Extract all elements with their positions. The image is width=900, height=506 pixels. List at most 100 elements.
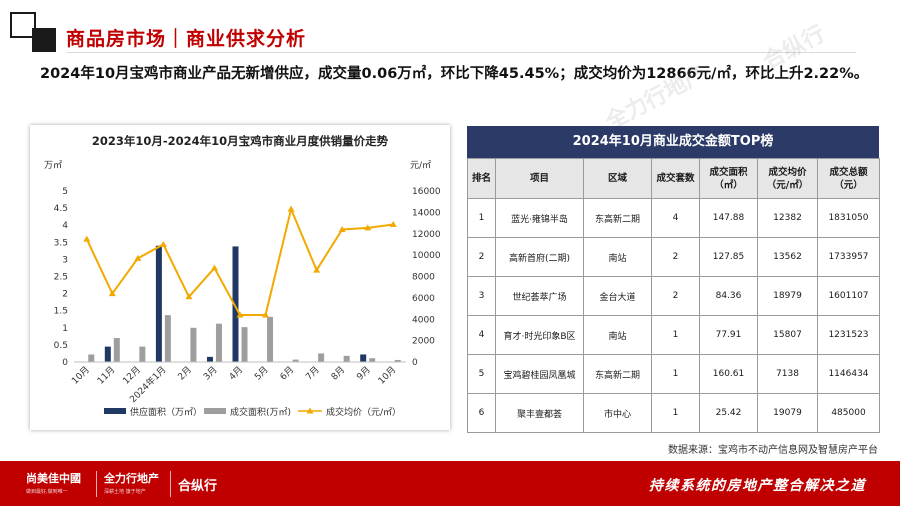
cell-total: 1231523 [817, 315, 880, 355]
bar-sales [343, 355, 350, 362]
legend-label-supply: 供应面积（万㎡） [130, 406, 202, 418]
bar-sales [369, 358, 376, 362]
x-tick-label: 7月 [304, 364, 322, 382]
supply-sales-chart: 万㎡ 元/㎡ 0 0.5 1 1.5 2 2.5 3 3.5 4 4.5 5 0 2000 4000 60… [44, 160, 441, 418]
header-square-fill [32, 28, 56, 52]
bar-sales [88, 354, 95, 362]
bar-sales [267, 316, 274, 362]
left-tick-label: 2 [62, 290, 68, 300]
cell-avg-price: 19079 [757, 393, 818, 433]
price-point [236, 311, 244, 318]
top-deals-table-panel: 2024年10月商业成交金额TOP榜 排名 项目 区域 成交套数 成交面积（㎡）… [467, 126, 880, 433]
col-header-rank: 排名 [467, 158, 496, 199]
right-tick-label: 0 [412, 358, 418, 368]
headline-text: 2024年10月宝鸡市商业产品无新增供应，成交量0.06万㎡，环比下降45.45… [40, 66, 869, 82]
x-tick-label: 11月 [95, 364, 117, 386]
bar-supply [155, 245, 162, 362]
bar-supply [360, 354, 367, 362]
cell-total: 1146434 [817, 354, 880, 394]
table-row: 3 世纪荟萃广场 金台大道 2 84.36 18979 1601107 [467, 276, 880, 316]
x-tick-label: 4月 [227, 364, 245, 382]
cell-rank: 2 [467, 237, 496, 277]
cell-total: 1601107 [817, 276, 880, 316]
col-header-total: 成交总额（元） [817, 158, 880, 199]
price-point [313, 266, 321, 273]
legend-swatch-sales [204, 408, 226, 414]
cell-area: 东高新二期 [583, 354, 652, 394]
footer-brand-shangmeijia: 尚美佳中國 [26, 472, 81, 485]
right-axis-ticks: 0 2000 4000 6000 8000 10000 12000 14000 16000 [412, 187, 441, 368]
cell-units: 4 [651, 198, 700, 238]
x-tick-label: 2月 [176, 364, 194, 382]
col-header-area: 区域 [583, 158, 652, 199]
cell-deal-area: 147.88 [699, 198, 758, 238]
left-tick-label: 0.5 [54, 341, 68, 351]
x-tick-label: 5月 [252, 364, 270, 382]
col-header-project: 项目 [495, 158, 584, 199]
table-header-row: 排名 项目 区域 成交套数 成交面积（㎡） 成交均价（元/㎡） 成交总额（元） [467, 158, 880, 199]
x-tick-label: 10月 [376, 364, 398, 386]
bar-sales [139, 346, 146, 362]
left-tick-label: 2.5 [54, 273, 68, 283]
bar-supply [232, 246, 239, 362]
left-tick-label: 5 [62, 187, 68, 197]
price-line-series [83, 205, 397, 318]
left-axis-unit: 万㎡ [44, 160, 62, 171]
price-point [364, 224, 372, 231]
price-point [83, 235, 91, 242]
cell-avg-price: 18979 [757, 276, 818, 316]
x-tick-label: 3月 [201, 364, 219, 382]
left-tick-label: 1.5 [54, 307, 68, 317]
x-tick-label: 9月 [355, 364, 373, 382]
right-tick-label: 6000 [412, 294, 435, 304]
price-point [389, 220, 397, 227]
right-tick-label: 2000 [412, 337, 435, 347]
left-axis-ticks: 0 0.5 1 1.5 2 2.5 3 3.5 4 4.5 5 [54, 187, 69, 368]
cell-deal-area: 127.85 [699, 237, 758, 277]
table-row: 5 宝鸡碧桂园凤凰城 东高新二期 1 160.61 7138 1146434 [467, 354, 880, 394]
bar-sales [241, 327, 248, 362]
footer-brand-tagline: 做到最好,做到唯一 [26, 489, 68, 495]
cell-area: 金台大道 [583, 276, 652, 316]
cell-avg-price: 13562 [757, 237, 818, 277]
x-tick-label: 6月 [278, 364, 296, 382]
price-point [262, 311, 270, 318]
bar-sales [318, 353, 325, 362]
cell-project: 蓝光·雍锦半岛 [495, 198, 584, 238]
legend-swatch-supply [104, 408, 126, 414]
cell-total: 1831050 [817, 198, 880, 238]
cell-project: 高新首府(二期) [495, 237, 584, 277]
cell-deal-area: 77.91 [699, 315, 758, 355]
footer-brand-quanlixing: 全力行地产 [104, 472, 159, 485]
cell-total: 485000 [817, 393, 880, 433]
left-tick-label: 3 [62, 255, 68, 265]
footer-slogan: 持续系统的房地产整合解决之道 [649, 478, 866, 494]
footer-bar: 尚美佳中國 做到最好,做到唯一 全力行地产 深耕土地 旗于地产 合纵行 持续系统… [0, 461, 900, 506]
slide-title: 商品房市场｜商业供求分析 [66, 28, 307, 50]
cell-units: 2 [651, 237, 700, 277]
footer-brand-tagline: 深耕土地 旗于地产 [104, 489, 146, 495]
left-tick-label: 1 [62, 324, 68, 334]
bar-sales [215, 323, 222, 362]
footer-brand-hezongxing: 合纵行 [178, 479, 218, 494]
cell-project: 世纪荟萃广场 [495, 276, 584, 316]
bar-sales [394, 359, 401, 362]
legend-label-sales: 成交面积(万㎡) [230, 406, 291, 418]
cell-units: 1 [651, 354, 700, 394]
price-point [210, 264, 218, 271]
cell-area: 南站 [583, 237, 652, 277]
cell-avg-price: 12382 [757, 198, 818, 238]
bar-supply [206, 356, 213, 362]
bar-sales [292, 359, 299, 362]
top-deals-table: 排名 项目 区域 成交套数 成交面积（㎡） 成交均价（元/㎡） 成交总额（元） … [467, 158, 880, 433]
x-tick-label: 8月 [329, 364, 347, 382]
right-tick-label: 8000 [412, 273, 435, 283]
table-row: 4 育才·时光印象B区 南站 1 77.91 15807 1231523 [467, 315, 880, 355]
cell-project: 聚丰壹都荟 [495, 393, 584, 433]
right-tick-label: 14000 [412, 208, 441, 218]
cell-deal-area: 84.36 [699, 276, 758, 316]
col-header-units: 成交套数 [651, 158, 700, 199]
chart-legend: 供应面积（万㎡） 成交面积(万㎡) 成交均价（元/㎡） [104, 406, 401, 418]
left-tick-label: 4 [62, 221, 68, 231]
